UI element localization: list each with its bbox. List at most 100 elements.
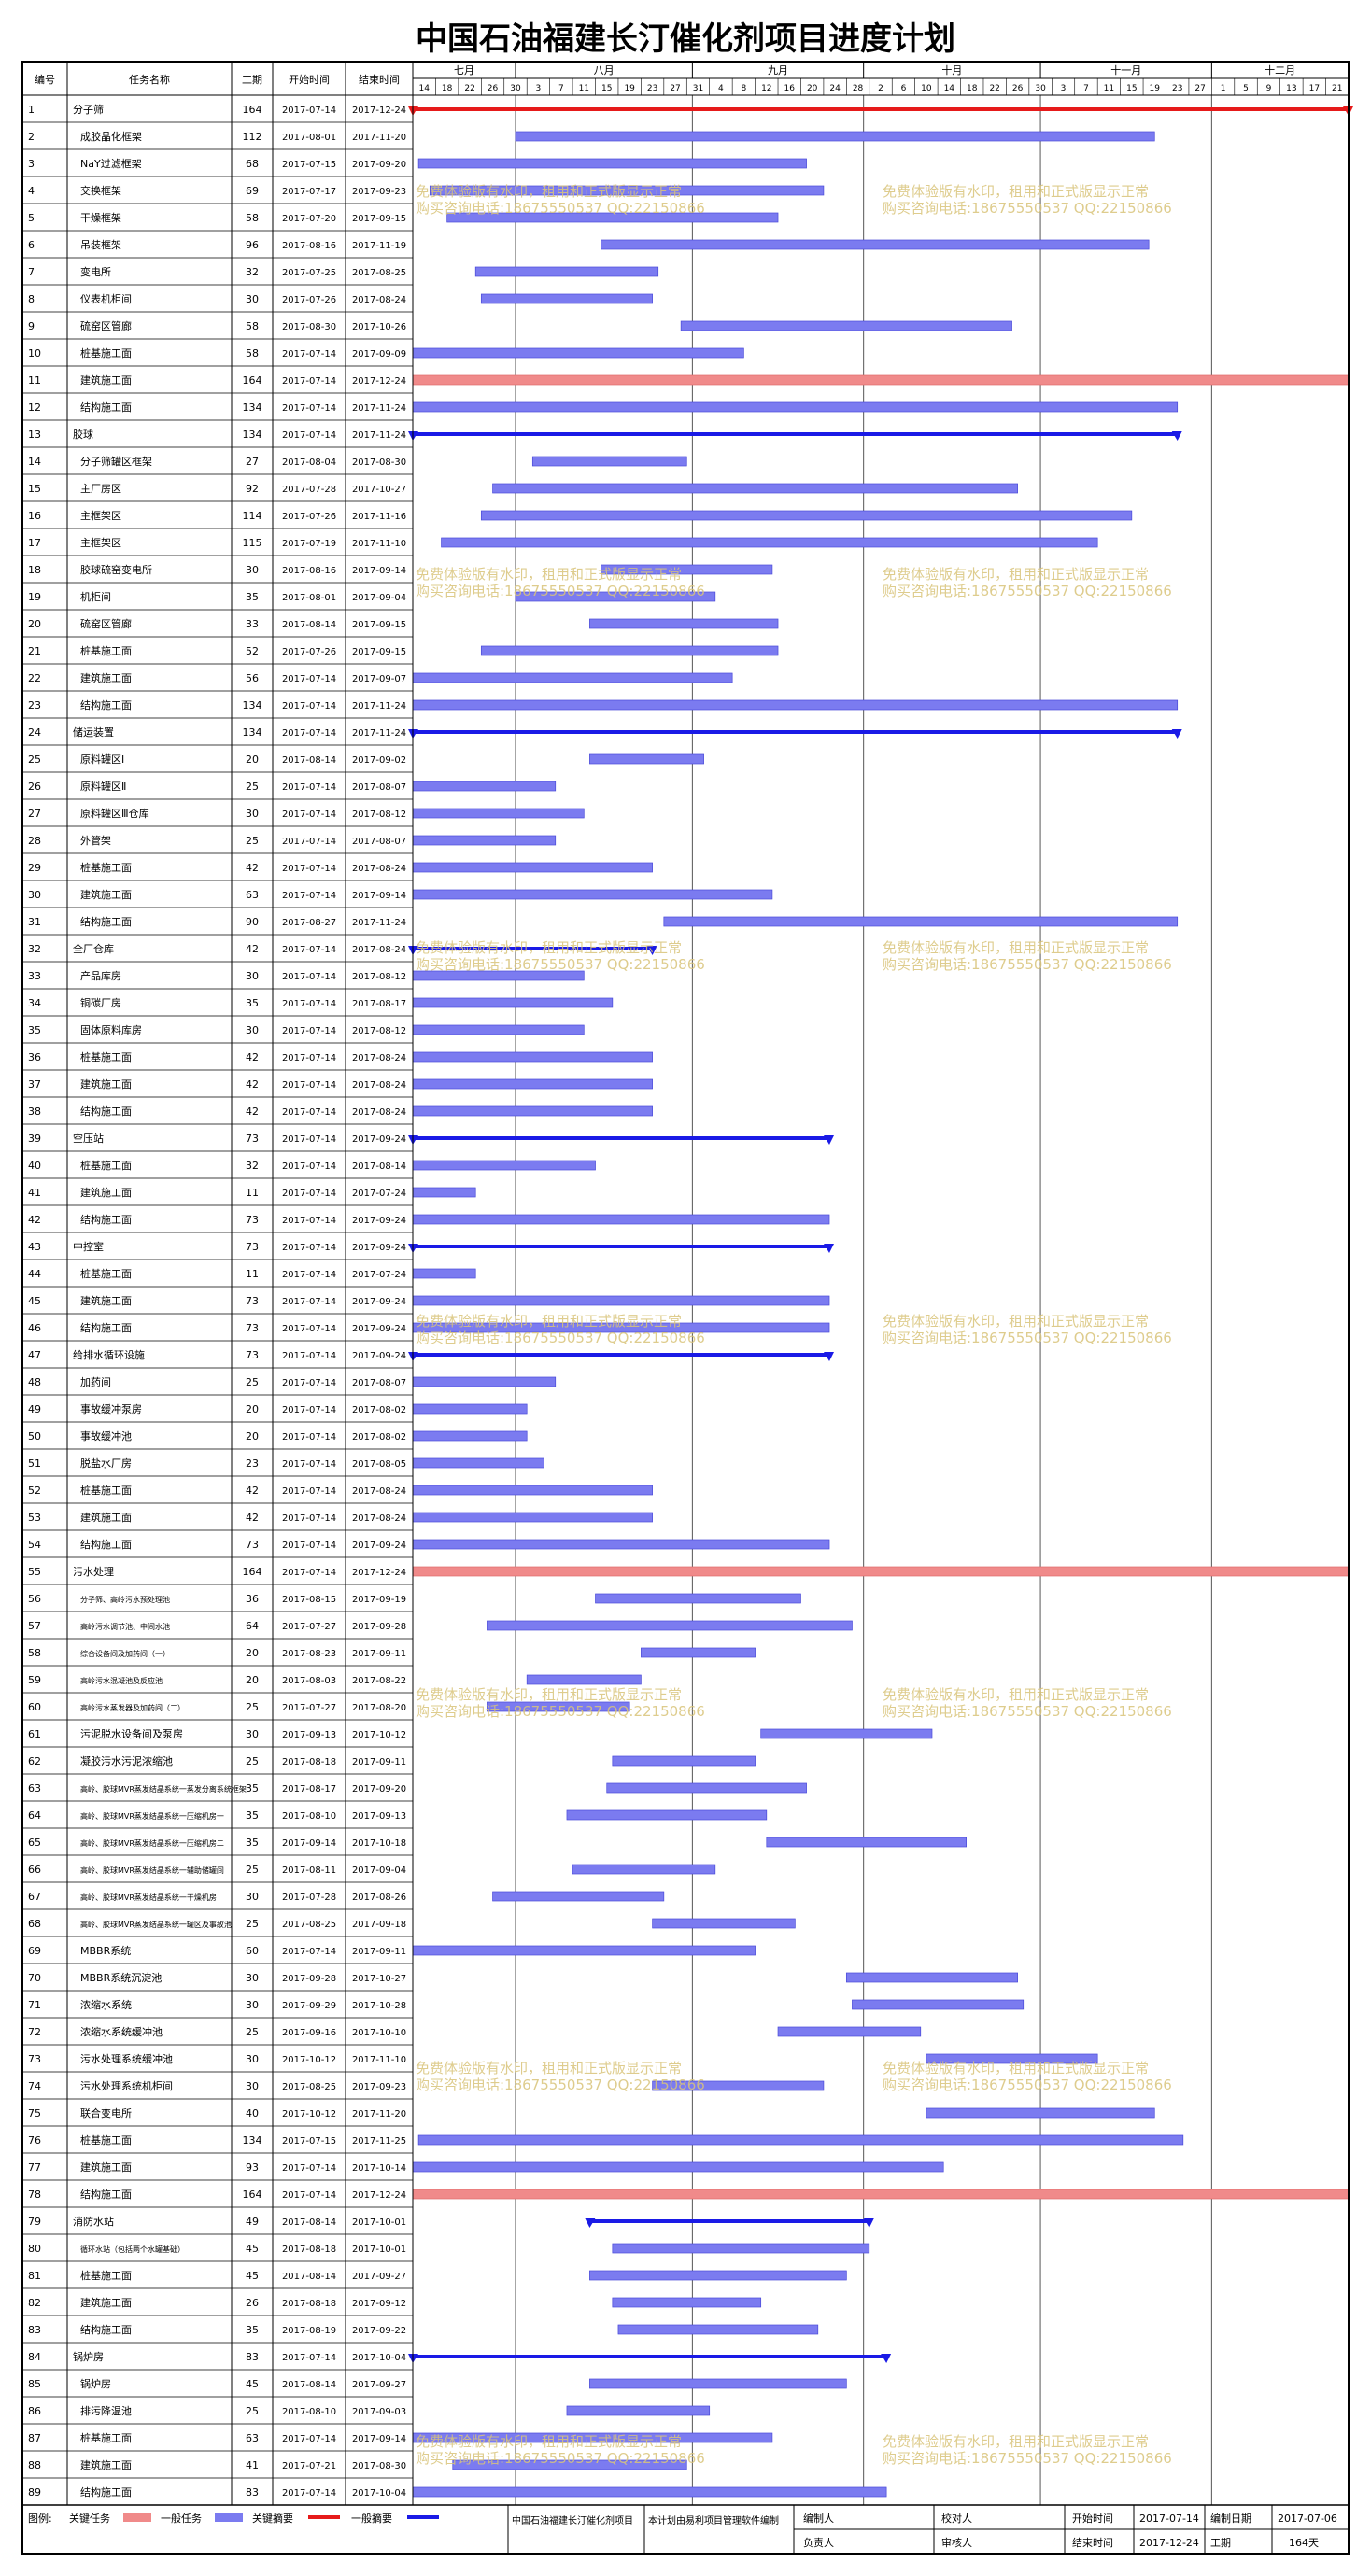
- task-bar: [566, 1809, 768, 1821]
- task-end: 2017-11-24: [352, 430, 406, 441]
- task-start: 2017-07-14: [282, 1568, 336, 1578]
- task-bar: [412, 699, 1179, 711]
- task-start: 2017-08-17: [282, 1784, 336, 1795]
- task-start: 2017-09-16: [282, 2028, 336, 2038]
- day-tick-label: 26: [1012, 84, 1024, 93]
- task-start: 2017-07-14: [282, 1053, 336, 1063]
- task-bar: [417, 158, 807, 169]
- task-start: 2017-07-21: [282, 2461, 336, 2471]
- footer-checker: 校对人: [941, 2512, 972, 2525]
- task-duration: 56: [246, 672, 259, 684]
- task-bar: [446, 212, 779, 223]
- task-start: 2017-07-14: [282, 1270, 336, 1280]
- task-bar: [412, 1485, 653, 1496]
- task-bar: [480, 293, 653, 304]
- task-end: 2017-08-24: [352, 864, 406, 874]
- task-bar: [487, 1620, 853, 1631]
- task-end: 2017-11-25: [352, 2136, 406, 2147]
- legend-general-label: 一般任务: [161, 2513, 202, 2525]
- task-name: 全厂仓库: [73, 942, 114, 955]
- task-id: 56: [28, 1593, 41, 1605]
- task-start: 2017-08-14: [282, 2217, 336, 2228]
- task-end: 2017-08-17: [352, 999, 406, 1009]
- task-id: 48: [28, 1376, 41, 1388]
- task-bar: [531, 456, 687, 467]
- task-bar: [412, 1268, 476, 1279]
- task-bar: [412, 1295, 830, 1306]
- task-bar: [760, 1728, 933, 1739]
- task-name: 桩基施工面: [80, 861, 132, 874]
- task-start: 2017-08-30: [282, 322, 336, 332]
- task-start: 2017-08-27: [282, 918, 336, 928]
- task-start: 2017-07-20: [282, 214, 336, 224]
- task-name: 锅炉房: [80, 2378, 111, 2390]
- task-bar: [515, 591, 716, 602]
- task-duration: 63: [246, 2432, 259, 2444]
- task-end: 2017-09-27: [352, 2380, 406, 2390]
- task-id: 83: [28, 2324, 41, 2336]
- task-name: 桩基施工面: [80, 1159, 132, 1172]
- month-label: 八月: [594, 64, 615, 77]
- task-id: 42: [28, 1214, 41, 1226]
- task-duration: 25: [246, 1918, 259, 1930]
- task-id: 69: [28, 1945, 41, 1957]
- task-bar: [412, 374, 1350, 386]
- task-bar: [417, 2134, 1184, 2146]
- task-end: 2017-09-04: [352, 593, 406, 603]
- header-end: 结束时间: [359, 74, 400, 86]
- task-duration: 20: [246, 1647, 259, 1659]
- task-end: 2017-08-30: [352, 457, 406, 468]
- task-start: 2017-07-14: [282, 1947, 336, 1957]
- task-name: 桩基施工面: [80, 346, 132, 359]
- task-bar: [566, 2405, 711, 2416]
- task-name: MBBR系统沉淀池: [80, 1971, 162, 1984]
- task-id: 4: [28, 185, 35, 197]
- footer-software: 本计划由易利项目管理软件编制: [648, 2514, 779, 2527]
- task-name: 锅炉房: [73, 2351, 104, 2363]
- task-end: 2017-09-14: [352, 2434, 406, 2444]
- task-name: 结构施工面: [80, 2323, 132, 2336]
- task-id: 26: [28, 781, 41, 793]
- task-bar: [412, 2189, 1350, 2200]
- task-end: 2017-08-30: [352, 2461, 406, 2471]
- task-id: 33: [28, 970, 41, 982]
- footer-project: 中国石油福建长汀催化剂项目: [512, 2514, 633, 2527]
- task-name: 中控室: [73, 1240, 104, 1253]
- legend-key-label: 关键任务: [69, 2512, 110, 2525]
- task-end: 2017-10-04: [352, 2488, 406, 2499]
- task-end: 2017-08-12: [352, 809, 406, 820]
- day-tick-label: 1: [1221, 84, 1226, 93]
- task-id: 58: [28, 1647, 41, 1659]
- task-end: 2017-09-09: [352, 349, 406, 359]
- day-tick-label: 18: [967, 84, 978, 93]
- task-end: 2017-07-24: [352, 1189, 406, 1199]
- task-start: 2017-07-15: [282, 160, 336, 170]
- task-id: 41: [28, 1187, 41, 1199]
- task-bar: [589, 2378, 847, 2389]
- task-bar: [480, 645, 779, 656]
- task-end: 2017-07-24: [352, 1270, 406, 1280]
- task-start: 2017-08-01: [282, 593, 336, 603]
- day-tick-label: 30: [510, 84, 521, 93]
- task-duration: 11: [246, 1268, 259, 1280]
- task-duration: 25: [246, 2405, 259, 2417]
- task-name: 高岭污水蒸发器及加药间（二）: [80, 1703, 185, 1712]
- task-duration: 164: [243, 1566, 262, 1578]
- task-id: 72: [28, 2026, 41, 2038]
- footer-responsible: 负责人: [803, 2536, 834, 2549]
- day-tick-label: 15: [601, 84, 612, 93]
- task-duration: 30: [246, 1972, 259, 1984]
- task-duration: 73: [246, 1214, 259, 1226]
- task-start: 2017-07-15: [282, 2136, 336, 2147]
- task-bar: [412, 808, 585, 819]
- task-end: 2017-11-10: [352, 2055, 406, 2065]
- task-end: 2017-08-26: [352, 1893, 406, 1903]
- task-name: 储运装置: [73, 725, 114, 739]
- task-duration: 25: [246, 835, 259, 847]
- task-start: 2017-09-14: [282, 1838, 336, 1849]
- task-duration: 30: [246, 808, 259, 820]
- task-name: 分子筛罐区框架: [80, 455, 152, 468]
- task-end: 2017-09-20: [352, 160, 406, 170]
- task-start: 2017-07-14: [282, 1432, 336, 1443]
- task-name: 硫窑区管廊: [80, 617, 132, 630]
